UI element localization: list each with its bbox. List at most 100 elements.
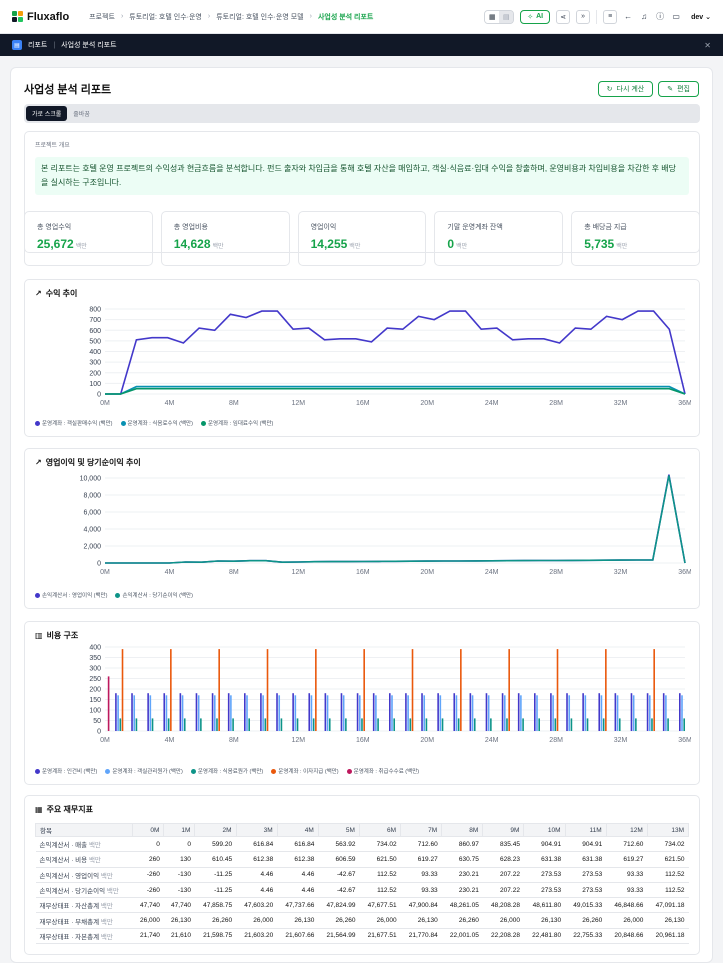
- column-header[interactable]: 4M: [276, 823, 319, 837]
- bar: [651, 718, 653, 731]
- y-tick-label: 0: [97, 729, 101, 736]
- bar: [453, 693, 456, 731]
- table-cell: 26,000: [132, 912, 164, 929]
- column-header[interactable]: 2M: [194, 823, 237, 837]
- tab-report[interactable]: 사업성 분석 리포트: [61, 42, 117, 49]
- arrow-left-icon[interactable]: ←: [624, 12, 633, 21]
- column-header[interactable]: 12M: [605, 823, 648, 837]
- x-tick-label: 8M: [229, 569, 239, 576]
- legend-item[interactable]: 운영계좌 : 객실관리원가 (백만): [105, 767, 183, 775]
- bar: [312, 718, 315, 731]
- table-cell: 26,130: [647, 912, 689, 929]
- column-header[interactable]: 3M: [235, 823, 278, 837]
- bar: [340, 693, 343, 731]
- kpi-label: 총 영업비용: [173, 224, 208, 231]
- bar: [377, 718, 379, 731]
- legend-item[interactable]: 운영계좌 : 임대료수익 (백만): [200, 419, 273, 427]
- report-icon: ▤: [12, 40, 22, 50]
- x-tick-label: 20M: [420, 737, 434, 744]
- bar: [358, 695, 361, 731]
- breadcrumb-item[interactable]: 튜토리얼: 호텔 인수·운영 모델: [216, 13, 304, 21]
- grid-icon[interactable]: ▦: [485, 10, 500, 23]
- legend-item[interactable]: 운영계좌 : 취급수수료 (백만): [346, 767, 419, 775]
- x-tick-label: 4M: [165, 569, 175, 576]
- table-cell: 48,208.28: [482, 897, 524, 914]
- bar: [264, 718, 267, 731]
- bar: [473, 718, 476, 731]
- column-header[interactable]: 13M: [646, 823, 690, 837]
- column-header[interactable]: 10M: [523, 823, 566, 837]
- table-cell: 230.21: [441, 882, 483, 899]
- bar: [296, 718, 299, 731]
- expand-button[interactable]: »: [576, 9, 591, 24]
- x-tick-label: 36M: [678, 569, 691, 576]
- bar: [213, 695, 216, 731]
- bar: [423, 695, 426, 731]
- kpi-card: 기말 운영계좌 잔액 0 백만: [434, 211, 564, 266]
- legend-item[interactable]: 손익계산서 : 당기순이익 (백만): [115, 591, 193, 599]
- table-cell: 47,824.99: [318, 897, 360, 914]
- legend-label: 손익계산서 : 영업이익 (백만): [42, 593, 108, 599]
- bar: [361, 718, 363, 731]
- user-menu[interactable]: dev ⌄: [691, 13, 711, 21]
- bar: [308, 693, 311, 731]
- legend-label: 운영계좌 : 식음료수익 (백만): [127, 421, 193, 427]
- legend-item[interactable]: 운영계좌 : 인건비 (백만): [35, 767, 97, 775]
- recalculate-button[interactable]: ↻ 다시 계산: [597, 81, 654, 97]
- column-header[interactable]: 1M: [163, 823, 196, 837]
- recalculate-label: 다시 계산: [616, 86, 645, 93]
- bar: [262, 695, 264, 731]
- y-tick-label: 300: [89, 360, 101, 367]
- bar: [131, 693, 133, 731]
- bar: [487, 695, 490, 731]
- column-header[interactable]: 7M: [400, 823, 443, 837]
- column-header[interactable]: 6M: [358, 823, 402, 837]
- trend-icon: ↗: [35, 458, 42, 467]
- legend-item[interactable]: 운영계좌 : 식음료수익 (백만): [120, 419, 193, 427]
- bar: [244, 693, 246, 731]
- table-cell: 621.50: [359, 851, 401, 868]
- table-cell: 26,260: [318, 912, 360, 929]
- column-header[interactable]: 항목: [34, 823, 134, 837]
- layout-toggle: ▦ ▤: [484, 9, 515, 24]
- logo[interactable]: Fluxaflo: [12, 11, 69, 23]
- table-cell: 631.38: [565, 851, 607, 868]
- edit-button[interactable]: ✎ 편집: [658, 81, 699, 97]
- close-icon[interactable]: ✕: [704, 40, 711, 50]
- bar: [200, 718, 202, 731]
- menu-button[interactable]: ≡: [603, 9, 618, 24]
- bar: [662, 693, 665, 731]
- help-icon[interactable]: ⓘ: [656, 12, 665, 21]
- legend-item[interactable]: 운영계좌 : 이자지급 (백만): [271, 767, 339, 775]
- bar: [389, 693, 391, 731]
- financial-table-card: ▦ 주요 재무지표 항목 0M 1M 2M 3M 4M 5M 6M 7M 8M 9M 10M 11M 12M…: [24, 795, 700, 955]
- table-cell: 112.52: [359, 867, 401, 883]
- column-header[interactable]: 0M: [132, 823, 165, 837]
- y-tick-label: 50: [93, 718, 101, 725]
- table-cell: 112.52: [647, 882, 689, 899]
- legend-item[interactable]: 운영계좌 : 객실판매수익 (백만): [35, 419, 113, 427]
- table-row: 손익계산서 · 매출 백만 0 0 599.20 616.84 616.84 563.92 7…: [35, 836, 689, 853]
- x-tick-label: 4M: [165, 400, 175, 407]
- bell-icon[interactable]: ♫: [641, 12, 648, 21]
- legend-item[interactable]: 손익계산서 : 영업이익 (백만): [35, 591, 107, 599]
- legend-swatch: [35, 768, 40, 774]
- monitor-icon[interactable]: ▭: [672, 12, 680, 21]
- column-header[interactable]: 8M: [441, 823, 484, 837]
- column-header[interactable]: 5M: [317, 823, 360, 837]
- legend-label: 운영계좌 : 이자지급 (백만): [278, 769, 339, 775]
- bar: [471, 695, 474, 731]
- bar: [605, 649, 607, 731]
- list-icon[interactable]: ▤: [499, 10, 514, 23]
- legend-item[interactable]: 운영계좌 : 식음료원가 (백만): [190, 767, 263, 775]
- breadcrumb-item[interactable]: 프로젝트: [89, 13, 115, 21]
- bar-chart-icon: ▥: [35, 631, 43, 640]
- tab-horizontal-scroll[interactable]: 가로 스크롤: [26, 106, 68, 121]
- column-header[interactable]: 11M: [564, 823, 607, 837]
- ai-button[interactable]: ✧ AI: [520, 9, 551, 24]
- bar: [165, 695, 168, 731]
- column-header[interactable]: 9M: [482, 823, 525, 837]
- share-button[interactable]: ⋖: [556, 9, 571, 24]
- breadcrumb-item[interactable]: 튜토리얼: 호텔 인수·운영: [129, 13, 202, 21]
- tab-wrap[interactable]: 줄바꿈: [73, 112, 90, 118]
